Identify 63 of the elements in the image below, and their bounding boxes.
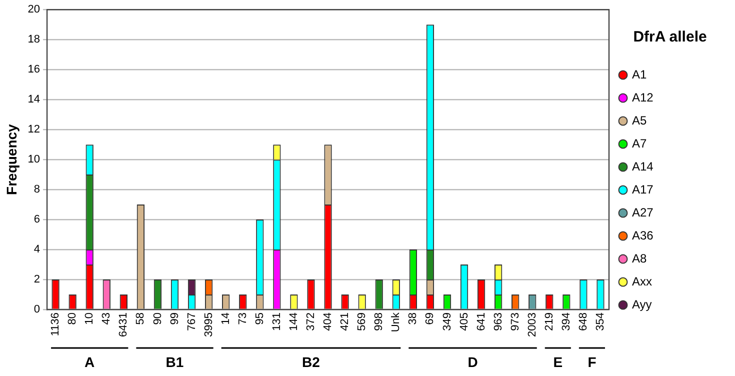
y-tick-label: 0 xyxy=(34,304,40,316)
y-tick-label: 8 xyxy=(34,184,40,196)
text: E xyxy=(553,354,563,370)
legend-title: DfrA allele xyxy=(633,28,707,46)
legend-label: Ayy xyxy=(632,297,652,312)
x-tick-label: 641 xyxy=(475,312,488,331)
x-tick-label: 10 xyxy=(84,312,96,325)
x-tick-label: 14 xyxy=(220,312,232,325)
y-tick-label: 12 xyxy=(28,124,40,136)
x-tick-label: 372 xyxy=(305,312,318,331)
x-tick-label: 569 xyxy=(356,312,368,331)
x-tick-label: 144 xyxy=(288,312,300,331)
legend-label: A36 xyxy=(632,228,654,242)
x-tick-label: 998 xyxy=(373,312,386,331)
x-tick-label: 405 xyxy=(458,312,470,331)
y-tick-label: 14 xyxy=(28,94,40,106)
y-tick-label: 2 xyxy=(34,274,40,286)
legend-label: A17 xyxy=(632,182,654,196)
x-tick-label: 648 xyxy=(577,312,590,331)
y-tick-label: 10 xyxy=(28,154,40,166)
x-tick-label: 973 xyxy=(509,312,522,331)
x-tick-label: 963 xyxy=(492,312,504,331)
text: D xyxy=(468,354,478,370)
y-tick-label: 16 xyxy=(28,64,40,76)
legend-label: A5 xyxy=(632,113,648,128)
x-tick-label: Unk xyxy=(390,312,402,332)
x-tick-label: 354 xyxy=(594,312,607,331)
y-tick-label: 18 xyxy=(28,34,40,46)
text: B1 xyxy=(166,354,184,370)
x-tick-label: 219 xyxy=(543,312,556,331)
y-tick-label: 6 xyxy=(34,214,40,226)
x-tick-label: 38 xyxy=(407,312,420,325)
x-tick-label: 2003 xyxy=(526,312,538,338)
x-tick-label: 69 xyxy=(424,312,436,325)
x-tick-label: 6431 xyxy=(118,312,130,338)
legend-label: A1 xyxy=(632,67,648,82)
x-tick-label: 90 xyxy=(152,312,164,325)
x-tick-label: 1136 xyxy=(50,312,62,336)
y-tick-label: 4 xyxy=(34,244,40,256)
legend-label: A27 xyxy=(632,205,654,220)
x-tick-label: 58 xyxy=(134,312,147,325)
legend-label: A7 xyxy=(632,136,648,150)
text: A xyxy=(84,354,95,370)
x-tick-label: 767 xyxy=(186,312,198,331)
legend-label: Axx xyxy=(632,274,652,288)
x-tick-label: 95 xyxy=(254,312,266,325)
y-axis-title: Frequency xyxy=(3,124,20,195)
x-tick-label: 80 xyxy=(66,312,79,325)
text: B2 xyxy=(302,354,320,370)
x-tick-label: 404 xyxy=(322,312,334,331)
legend-label: A14 xyxy=(632,159,654,174)
x-tick-label: 3995 xyxy=(202,312,215,338)
x-tick-label: 421 xyxy=(339,312,352,331)
x-tick-label: 394 xyxy=(560,312,572,331)
legend-label: A12 xyxy=(632,90,654,104)
x-tick-label: 131 xyxy=(270,312,283,331)
legend-label: A8 xyxy=(632,251,648,266)
x-tick-label: 43 xyxy=(100,312,113,325)
x-tick-label: 349 xyxy=(441,312,454,331)
x-tick-label: 73 xyxy=(236,312,249,325)
y-tick-label: 20 xyxy=(28,4,40,16)
text: F xyxy=(588,354,597,370)
x-tick-label: 99 xyxy=(168,312,181,325)
